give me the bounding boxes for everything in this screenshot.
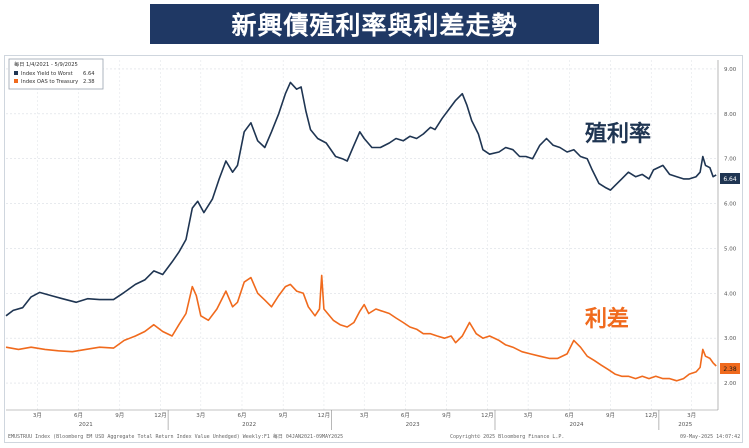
x-tick-label: 9月: [279, 412, 288, 419]
legend-label-yield: Index Yield to Worst: [21, 71, 73, 77]
y-tick-label: 8.00: [724, 112, 737, 118]
legend-value-yield: 6.64: [83, 71, 95, 77]
year-label: 2024: [569, 422, 583, 428]
last-value-spread: 2.38: [723, 366, 737, 373]
y-tick-label: 4.00: [724, 291, 737, 297]
y-tick-label: 2.00: [724, 381, 737, 387]
legend-period: 每日 1/4/2021 - 5/9/2025: [14, 60, 78, 68]
last-value-tag-yield: 6.64: [720, 173, 740, 184]
footer-source: EMUSTRUU Index (Bloomberg EM USD Aggrega…: [8, 433, 343, 440]
x-tick-label: 3月: [687, 412, 696, 419]
annotation-yield: 殖利率: [585, 121, 651, 147]
legend: 每日 1/4/2021 - 5/9/2025 Index Yield to Wo…: [8, 58, 104, 90]
year-label: 2021: [79, 422, 93, 428]
x-tick-label: 12月: [481, 412, 494, 419]
y-tick-label: 3.00: [724, 336, 737, 342]
last-value-box-spread: [720, 363, 740, 374]
legend-swatch-yield: [14, 71, 18, 75]
axes: 9.00 8.00 7.00 6.00 5.00 4.00 3.00 2.00 3月 6月 9月 12…: [6, 60, 737, 430]
x-tick-label: 6月: [565, 412, 574, 419]
series-lines: [5, 81, 717, 382]
last-value-box-yield: [720, 173, 740, 184]
series-line-spread: [5, 274, 717, 382]
legend-value-spread: 2.38: [83, 79, 95, 85]
x-tick-label: 12月: [318, 412, 331, 419]
chart-title: 新興債殖利率與利差走勢: [231, 11, 518, 40]
x-tick-label: 3月: [524, 412, 533, 419]
legend-label-spread: Index OAS to Treasury: [21, 79, 78, 85]
last-value-tag-spread: 2.38: [720, 363, 740, 374]
x-tick-label: 6月: [74, 412, 83, 419]
title-banner: 新興債殖利率與利差走勢: [0, 0, 749, 46]
y-tick-label: 5.00: [724, 246, 737, 252]
year-label: 2023: [406, 422, 420, 428]
y-tick-label: 6.00: [724, 202, 737, 208]
x-tick-label: 3月: [196, 412, 205, 419]
x-tick-label: 6月: [237, 412, 246, 419]
y-tick-label: 7.00: [724, 157, 737, 163]
footer-timestamp: 09-May-2025 14:07:42: [680, 434, 740, 440]
annotation-spread: 利差: [585, 306, 629, 332]
year-label: 2022: [242, 422, 256, 428]
legend-box: [8, 58, 104, 90]
x-tick-label: 12月: [154, 412, 167, 419]
x-tick-label: 9月: [442, 412, 451, 419]
x-tick-label: 9月: [606, 412, 615, 419]
legend-swatch-spread: [14, 79, 18, 83]
gridlines: [6, 60, 718, 410]
series-line-yield: [5, 81, 717, 317]
title-bar: 新興債殖利率與利差走勢: [150, 4, 599, 44]
x-tick-label: 9月: [115, 412, 124, 419]
year-label: 2025: [678, 422, 692, 428]
x-tick-label: 6月: [401, 412, 410, 419]
y-tick-label: 9.00: [724, 67, 737, 73]
x-tick-label: 3月: [33, 412, 42, 419]
last-value-yield: 6.64: [723, 176, 737, 183]
x-tick-label: 12月: [645, 412, 658, 419]
x-tick-label: 3月: [360, 412, 369, 419]
footer-copyright: Copyright© 2025 Bloomberg Finance L.P.: [450, 434, 564, 440]
chart-frame: [4, 55, 743, 443]
